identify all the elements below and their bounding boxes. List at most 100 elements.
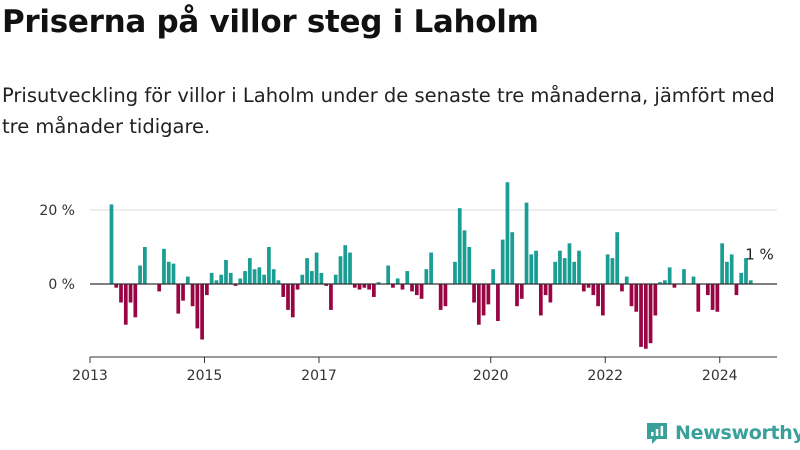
bar-positive	[238, 278, 243, 284]
bar-negative	[357, 284, 362, 290]
bars	[109, 182, 753, 349]
bar-positive	[109, 204, 114, 284]
bar-negative	[157, 284, 162, 292]
bar-positive	[143, 247, 147, 284]
bar-negative	[176, 284, 181, 314]
latest-value-label: 1 %	[745, 245, 774, 263]
bar-positive	[691, 276, 696, 284]
labels: 0 % 20 % 2013 2015 2017 2020 2022 2024 1 %	[39, 203, 773, 384]
bar-negative	[543, 284, 548, 296]
bar-negative	[586, 284, 591, 288]
bar-negative	[710, 284, 715, 310]
bar-positive	[252, 269, 257, 284]
bar-negative	[329, 284, 333, 310]
bar-negative	[581, 284, 586, 292]
bar-positive	[462, 230, 467, 284]
bar-negative	[486, 284, 491, 305]
bar-positive	[729, 254, 734, 284]
bar-positive	[524, 202, 529, 284]
bar-negative	[643, 284, 648, 349]
bar-positive	[553, 261, 558, 284]
bar-positive	[720, 243, 724, 284]
bar-positive	[658, 282, 662, 284]
bar-negative	[372, 284, 376, 297]
newsworthy-logo-icon	[647, 423, 667, 444]
bar-negative	[128, 284, 133, 303]
bar-negative	[476, 284, 481, 325]
bar-positive	[725, 261, 729, 284]
bar-positive	[214, 280, 219, 284]
x-tick-label: 2024	[702, 368, 738, 384]
bar-negative	[419, 284, 424, 299]
y-tick-label: 0 %	[48, 277, 75, 293]
bar-negative	[281, 284, 286, 297]
bar-positive	[624, 276, 629, 284]
bar-negative	[438, 284, 443, 310]
bar-negative	[324, 284, 329, 286]
bar-positive	[319, 272, 324, 284]
bar-positive	[305, 258, 309, 284]
brand-logo: Newsworthy	[645, 421, 800, 445]
bar-positive	[558, 250, 562, 284]
bar-negative	[119, 284, 123, 303]
bar-positive	[276, 280, 281, 284]
x-tick-label: 2013	[72, 368, 108, 384]
bar-negative	[596, 284, 600, 307]
bar-positive	[605, 254, 610, 284]
bar-positive	[567, 243, 572, 284]
bar-positive	[257, 267, 262, 284]
bar-negative	[410, 284, 414, 292]
bar-positive	[615, 232, 620, 284]
bar-positive	[300, 274, 305, 284]
bar-positive	[748, 280, 753, 284]
bar-positive	[162, 248, 166, 284]
bar-negative	[290, 284, 295, 318]
bar-chart: 0 % 20 % 2013 2015 2017 2020 2022 2024 1 %	[39, 182, 777, 384]
bar-negative	[295, 284, 300, 290]
bar-negative	[548, 284, 553, 303]
bar-negative	[715, 284, 720, 312]
axes	[89, 283, 777, 363]
chart-subtitle: Prisutveckling för villor i Laholm under…	[2, 84, 775, 138]
bar-negative	[620, 284, 624, 292]
bar-positive	[405, 271, 410, 284]
bar-positive	[429, 252, 433, 284]
bar-negative	[648, 284, 653, 344]
bar-negative	[200, 284, 204, 340]
bar-positive	[333, 274, 338, 284]
bar-positive	[267, 247, 271, 284]
bar-positive	[395, 278, 400, 284]
bar-positive	[500, 239, 505, 284]
bar-positive	[467, 247, 472, 284]
brand-name: Newsworthy	[675, 422, 800, 444]
bar-positive	[577, 250, 581, 284]
bar-positive	[243, 271, 247, 284]
bar-positive	[247, 258, 252, 284]
bar-negative	[233, 284, 238, 286]
bar-negative	[672, 284, 677, 288]
bar-positive	[572, 261, 577, 284]
bar-negative	[367, 284, 371, 290]
bar-negative	[205, 284, 209, 296]
bar-negative	[414, 284, 419, 296]
bar-positive	[453, 261, 457, 284]
bar-positive	[610, 258, 615, 284]
bar-positive	[309, 271, 314, 284]
bar-negative	[496, 284, 500, 321]
bar-positive	[219, 274, 224, 284]
bar-negative	[653, 284, 658, 316]
x-tick-label: 2020	[473, 368, 509, 384]
bar-positive	[744, 258, 748, 284]
bar-negative	[705, 284, 710, 296]
bar-positive	[314, 252, 319, 284]
bar-negative	[114, 284, 119, 288]
bar-positive	[682, 269, 686, 284]
bar-positive	[228, 272, 233, 284]
bar-positive	[262, 274, 266, 284]
bar-positive	[338, 256, 343, 284]
bar-positive	[386, 265, 391, 284]
x-tick-label: 2015	[187, 368, 223, 384]
bar-negative	[133, 284, 138, 318]
x-tick-label: 2017	[301, 368, 337, 384]
bar-negative	[734, 284, 739, 296]
